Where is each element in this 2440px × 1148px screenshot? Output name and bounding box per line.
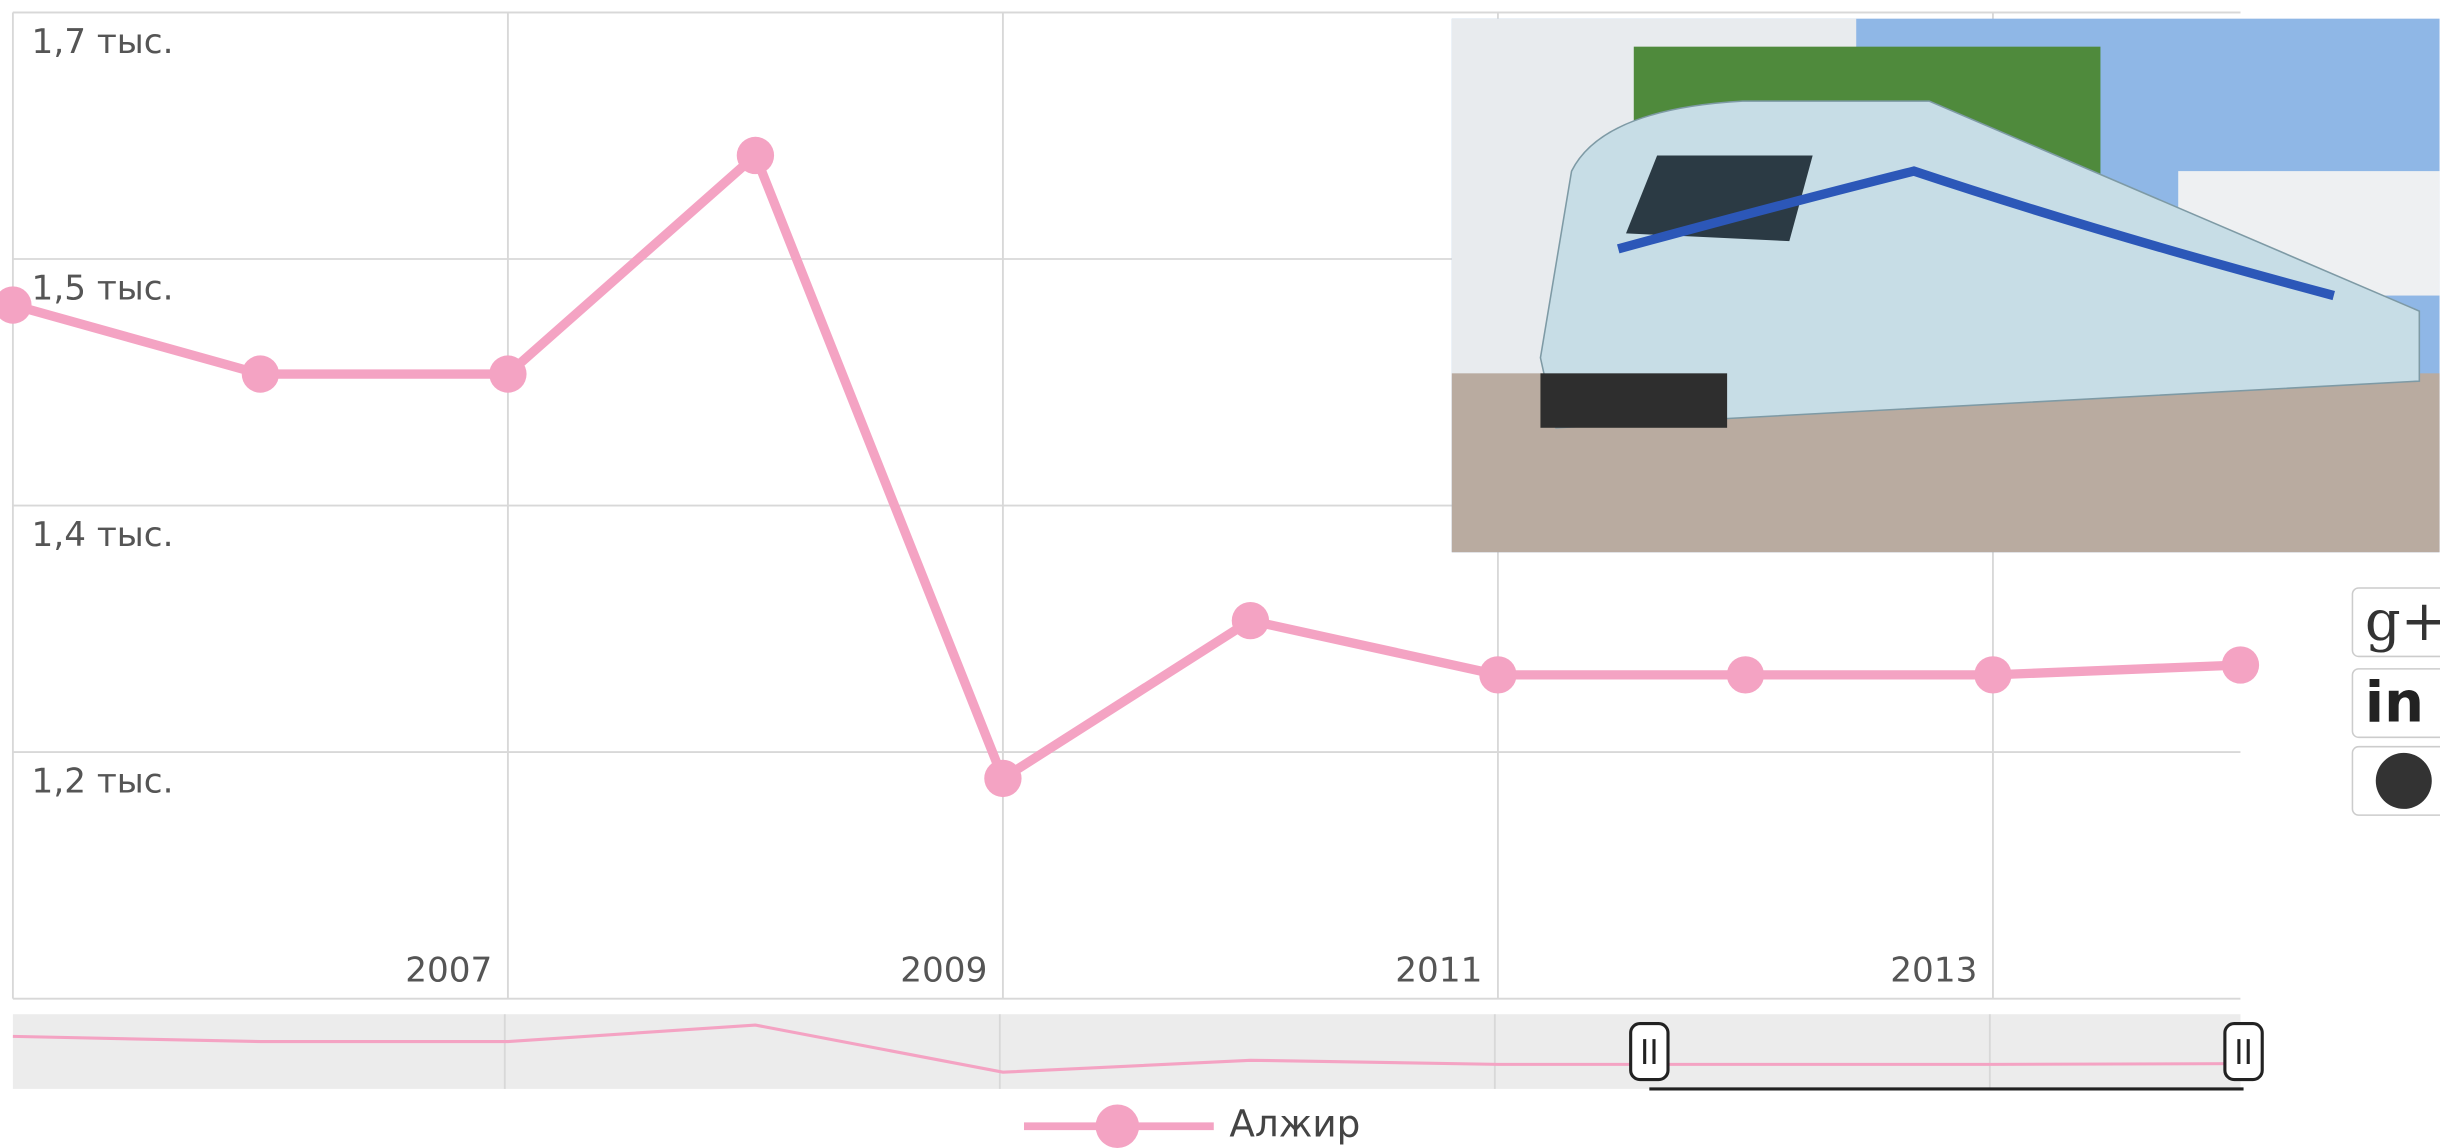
data-point: [1231, 601, 1270, 640]
data-point: [241, 355, 280, 393]
x-tick-label: 2007: [405, 951, 492, 991]
x-tick-label: 2009: [900, 951, 987, 991]
data-point: [489, 355, 527, 393]
navigator[interactable]: [12, 1014, 2241, 1089]
y-tick-label: 1,7 тыс.: [32, 22, 174, 62]
gplus-icon[interactable]: g+: [2365, 589, 2440, 654]
navigator-handle[interactable]: [1629, 1022, 1670, 1082]
linkedin-icon[interactable]: in: [2365, 670, 2424, 735]
data-point: [736, 136, 775, 175]
data-point: [1479, 656, 1517, 694]
y-tick-label: 1,4 тыс.: [32, 515, 174, 555]
reddit-icon[interactable]: [2375, 752, 2432, 809]
data-point: [2221, 646, 2260, 684]
y-tick-label: 1,5 тыс.: [32, 269, 174, 309]
data-point: [0, 286, 32, 324]
x-tick-label: 2013: [1890, 951, 1977, 991]
navigator-line: [12, 1023, 2241, 1074]
data-point: [984, 759, 1022, 798]
data-point: [1726, 656, 1765, 694]
share-buttons[interactable]: g+ in: [2351, 587, 2440, 816]
legend-label: Алжир: [1229, 1102, 1360, 1146]
data-point: [1974, 656, 2012, 694]
series-line: [11, 147, 2241, 786]
x-tick-label: 2011: [1395, 951, 1482, 991]
photo: [1451, 18, 2440, 553]
navigator-handle[interactable]: [2223, 1022, 2264, 1082]
y-tick-label: 1,2 тыс.: [32, 762, 174, 802]
legend-marker: [1095, 1104, 1140, 1148]
